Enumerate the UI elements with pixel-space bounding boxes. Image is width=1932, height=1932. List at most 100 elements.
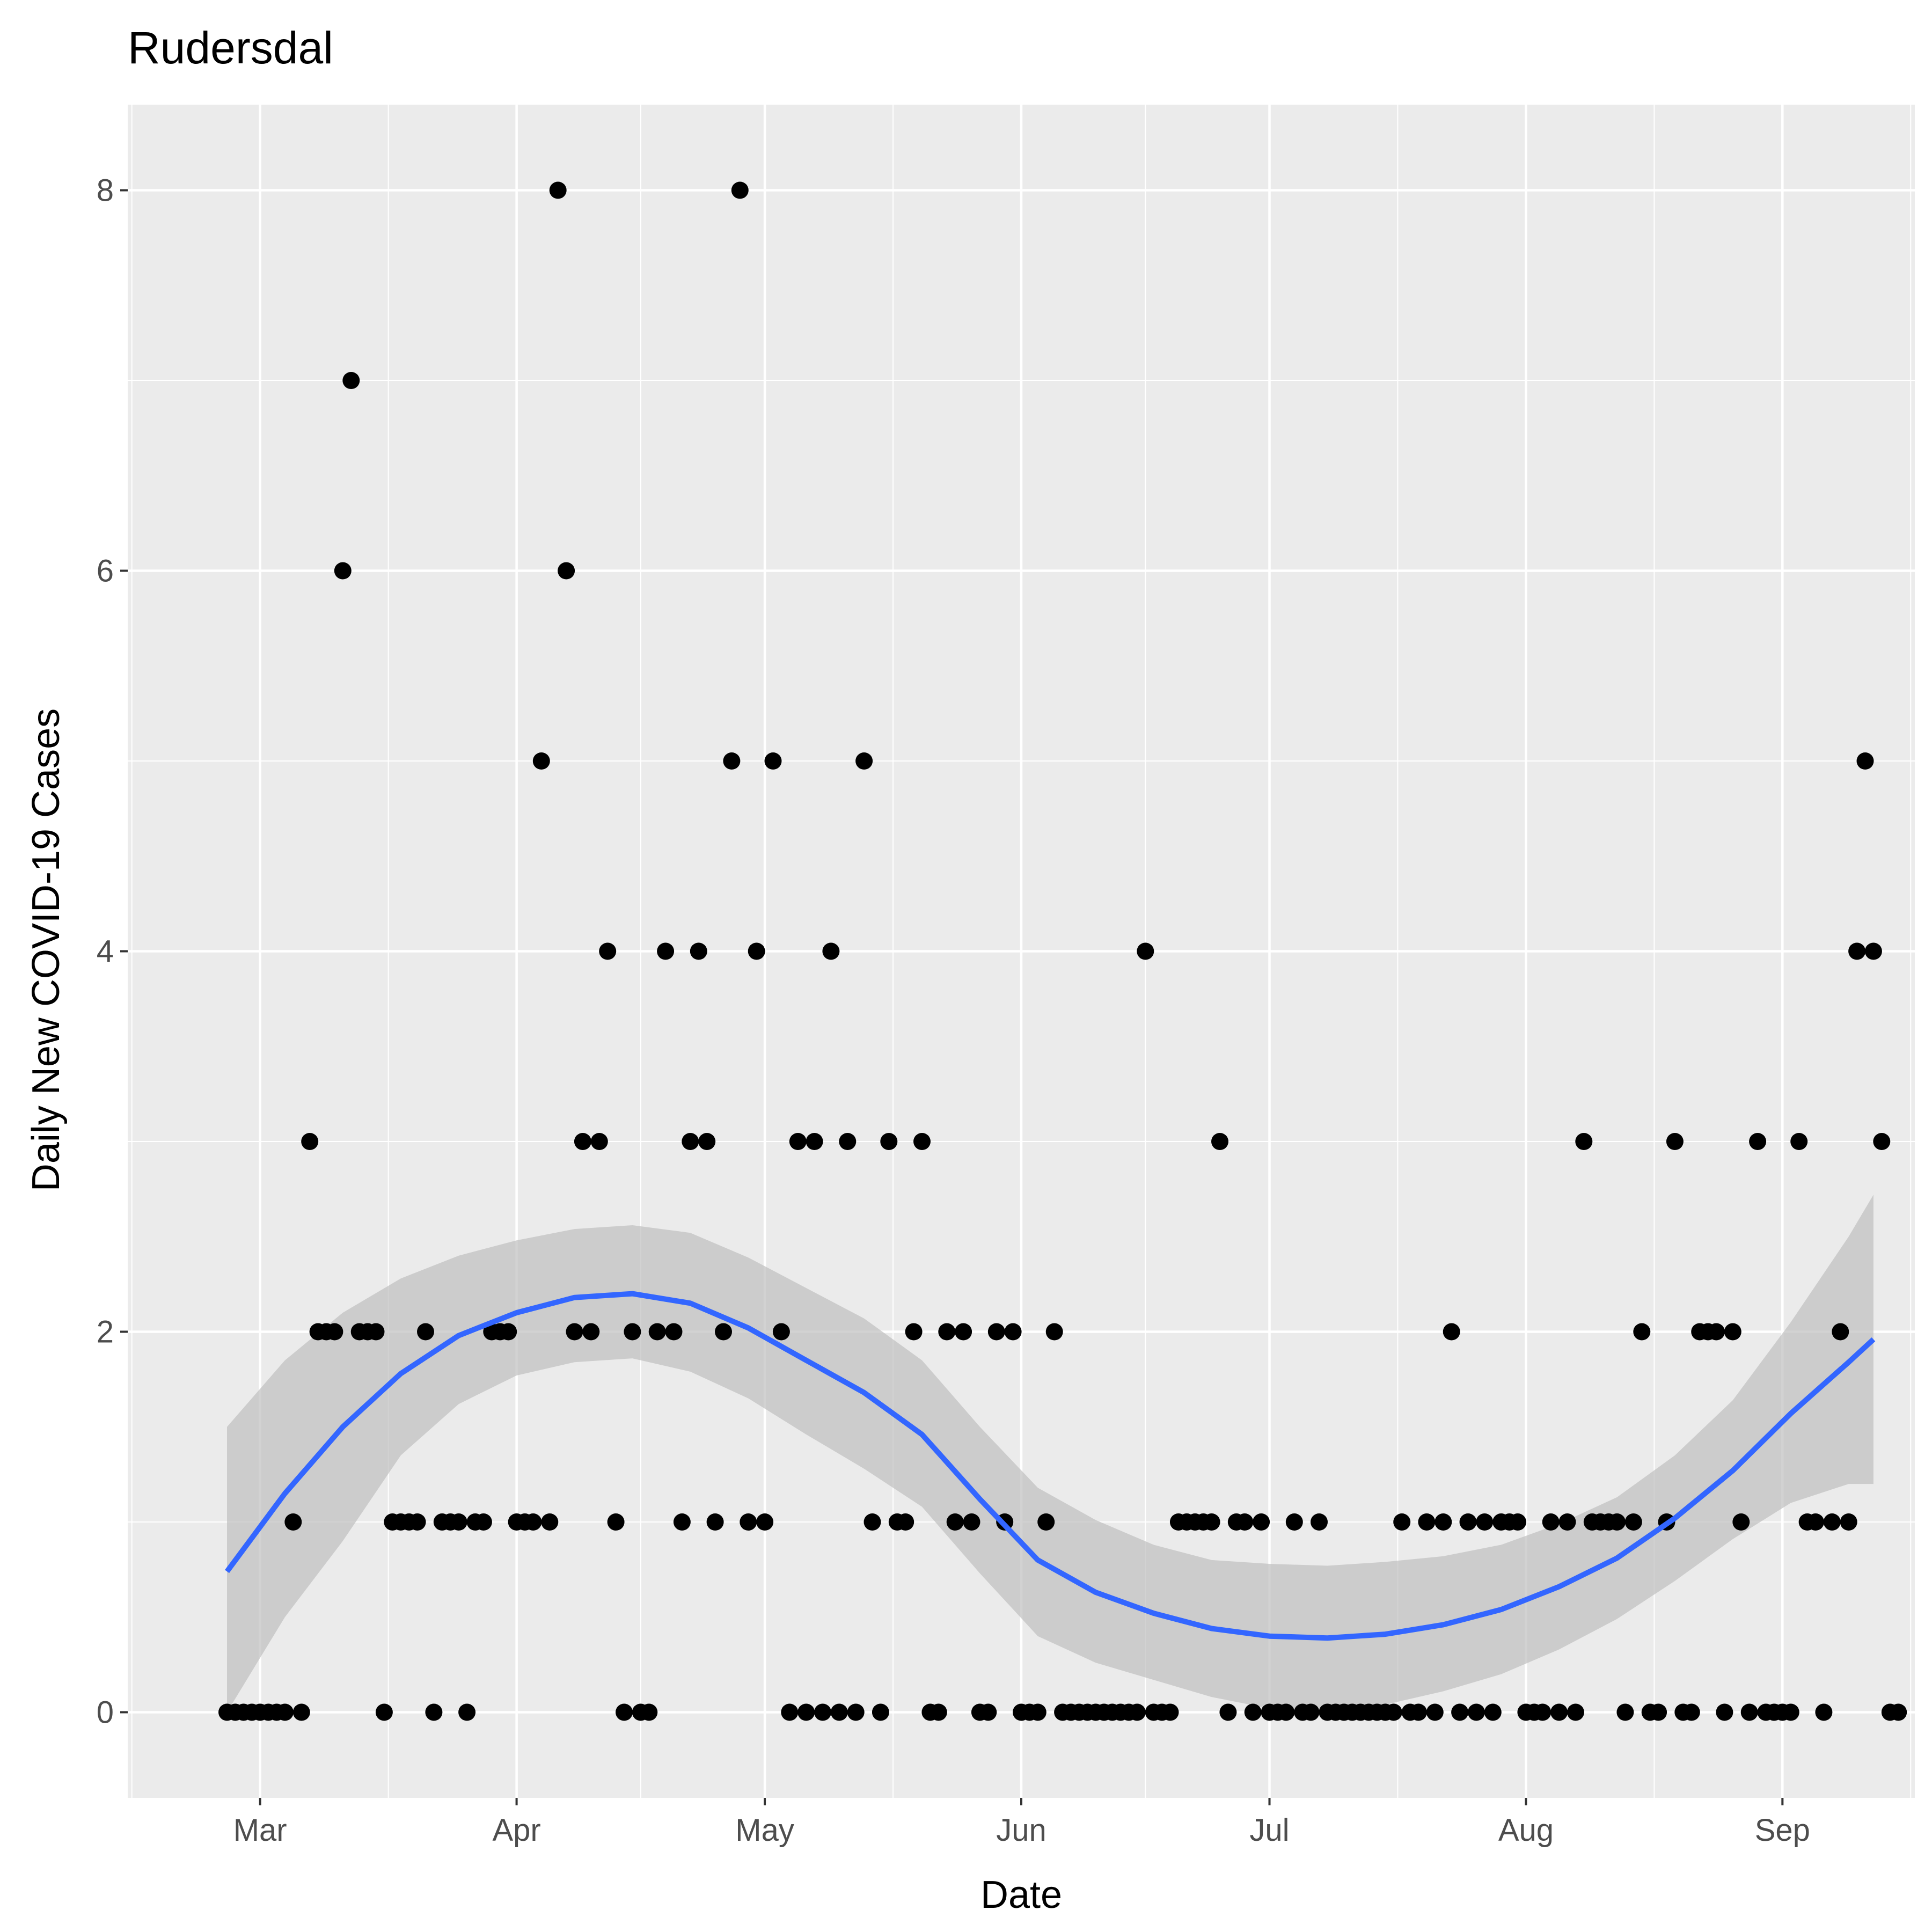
data-point bbox=[756, 1513, 774, 1531]
data-point bbox=[1732, 1513, 1750, 1531]
data-point bbox=[1476, 1513, 1494, 1531]
data-point bbox=[863, 1513, 881, 1531]
data-point bbox=[1740, 1703, 1758, 1721]
data-point bbox=[1219, 1703, 1237, 1721]
data-point bbox=[450, 1513, 467, 1531]
data-point bbox=[1045, 1323, 1063, 1341]
data-point bbox=[1823, 1513, 1841, 1531]
data-point bbox=[913, 1133, 931, 1150]
data-point bbox=[1236, 1513, 1254, 1531]
data-point bbox=[599, 942, 617, 960]
data-point bbox=[839, 1133, 857, 1150]
data-point bbox=[474, 1513, 492, 1531]
data-point bbox=[1311, 1513, 1328, 1531]
data-point bbox=[566, 1323, 583, 1341]
data-point bbox=[1633, 1323, 1651, 1341]
data-point bbox=[855, 752, 873, 770]
data-point bbox=[682, 1133, 699, 1150]
data-point bbox=[797, 1703, 815, 1721]
x-axis-title: Date bbox=[980, 1874, 1062, 1916]
data-point bbox=[1037, 1513, 1055, 1531]
data-point bbox=[500, 1323, 517, 1341]
data-point bbox=[375, 1703, 393, 1721]
chart-title: Rudersdal bbox=[128, 23, 333, 73]
data-point bbox=[582, 1323, 600, 1341]
data-point bbox=[1029, 1703, 1046, 1721]
data-point bbox=[673, 1513, 691, 1531]
data-point bbox=[789, 1133, 807, 1150]
data-point bbox=[558, 562, 575, 580]
data-point bbox=[607, 1513, 625, 1531]
x-tick-label: Jun bbox=[996, 1813, 1046, 1848]
data-point bbox=[1848, 942, 1866, 960]
y-tick-label: 4 bbox=[97, 934, 114, 969]
y-tick-label: 2 bbox=[97, 1314, 114, 1349]
data-point bbox=[1542, 1513, 1560, 1531]
data-point bbox=[781, 1703, 799, 1721]
data-point bbox=[665, 1323, 683, 1341]
data-point bbox=[723, 752, 741, 770]
data-point bbox=[1285, 1513, 1303, 1531]
data-point bbox=[326, 1323, 343, 1341]
data-point bbox=[425, 1703, 443, 1721]
data-point bbox=[334, 562, 352, 580]
data-point bbox=[748, 942, 765, 960]
data-point bbox=[1682, 1703, 1700, 1721]
data-point bbox=[1856, 752, 1874, 770]
data-point bbox=[1840, 1513, 1857, 1531]
data-point bbox=[292, 1703, 310, 1721]
data-point bbox=[1890, 1703, 1907, 1721]
data-point bbox=[1244, 1703, 1262, 1721]
data-point bbox=[640, 1703, 658, 1721]
data-point bbox=[772, 1323, 790, 1341]
data-point bbox=[938, 1323, 956, 1341]
data-point bbox=[715, 1323, 732, 1341]
data-point bbox=[417, 1323, 434, 1341]
data-point bbox=[1426, 1703, 1444, 1721]
data-point bbox=[1385, 1703, 1402, 1721]
data-point bbox=[1467, 1703, 1485, 1721]
data-point bbox=[1393, 1513, 1411, 1531]
y-tick-label: 0 bbox=[97, 1695, 114, 1730]
data-point bbox=[574, 1133, 591, 1150]
data-point bbox=[814, 1703, 831, 1721]
data-point bbox=[706, 1513, 724, 1531]
data-point bbox=[731, 181, 749, 199]
data-point bbox=[1509, 1513, 1526, 1531]
data-point bbox=[1004, 1323, 1022, 1341]
data-point bbox=[1807, 1513, 1824, 1531]
data-point bbox=[1443, 1323, 1460, 1341]
data-point bbox=[1608, 1513, 1626, 1531]
data-point bbox=[1650, 1703, 1667, 1721]
data-point bbox=[930, 1703, 947, 1721]
data-point bbox=[408, 1513, 426, 1531]
data-point bbox=[872, 1703, 889, 1721]
x-tick-label: Sep bbox=[1755, 1813, 1810, 1848]
data-point bbox=[822, 942, 840, 960]
data-points bbox=[218, 181, 1907, 1721]
data-point bbox=[905, 1323, 923, 1341]
data-point bbox=[1435, 1513, 1452, 1531]
data-point bbox=[1302, 1703, 1320, 1721]
data-point bbox=[1277, 1703, 1295, 1721]
data-point bbox=[1666, 1133, 1684, 1150]
data-point bbox=[616, 1703, 633, 1721]
data-point bbox=[1724, 1323, 1741, 1341]
data-point bbox=[1253, 1513, 1270, 1531]
data-point bbox=[955, 1323, 972, 1341]
y-tick-label: 6 bbox=[97, 554, 114, 589]
data-point bbox=[1534, 1703, 1552, 1721]
data-point bbox=[1790, 1133, 1808, 1150]
y-axis: 0 2 4 6 8 bbox=[97, 173, 128, 1730]
data-point bbox=[1161, 1703, 1179, 1721]
data-point bbox=[1749, 1133, 1767, 1150]
data-point bbox=[1211, 1133, 1228, 1150]
data-point bbox=[1418, 1513, 1436, 1531]
data-point bbox=[764, 752, 782, 770]
data-point bbox=[541, 1513, 559, 1531]
smooth-trend-line bbox=[224, 1291, 1876, 1641]
data-point bbox=[979, 1703, 997, 1721]
data-point bbox=[1616, 1703, 1634, 1721]
data-point bbox=[1815, 1703, 1833, 1721]
